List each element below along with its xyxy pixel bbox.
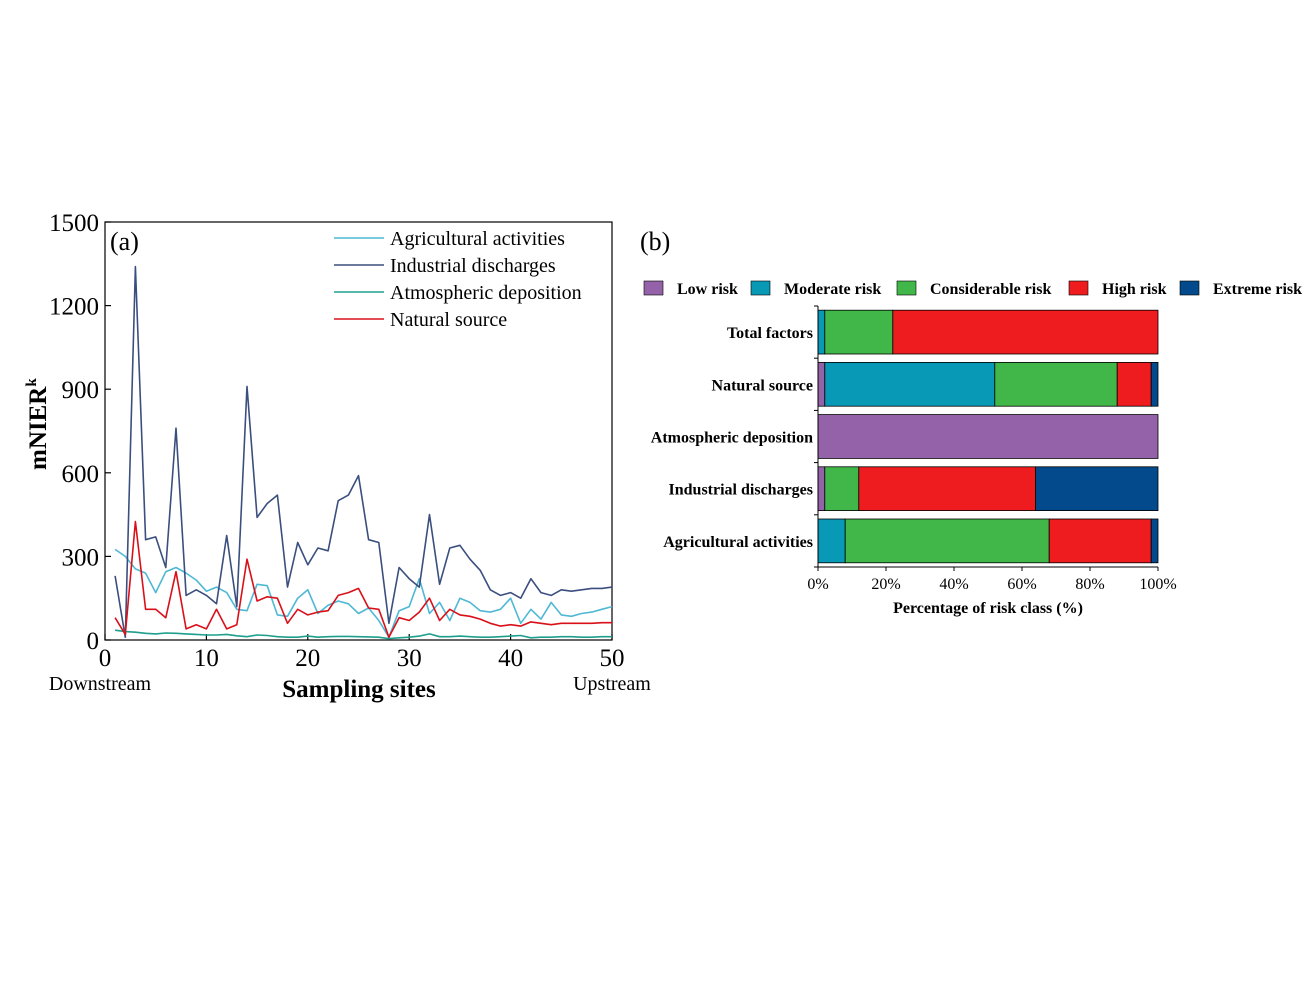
y-tick-label: 600 <box>62 461 100 488</box>
legend-label: Industrial discharges <box>390 255 556 277</box>
y-axis-title: mNIERk <box>24 378 52 470</box>
y-tick-label: 900 <box>62 377 100 404</box>
bar-segment <box>817 466 826 511</box>
y-tick-label: 1200 <box>49 294 99 321</box>
series-line <box>114 548 613 639</box>
x-tick-label: 0 <box>99 645 112 672</box>
legend-label: Moderate risk <box>784 281 881 298</box>
x-tick-label: 20% <box>871 576 900 593</box>
x-tick-label: 100% <box>1139 576 1176 593</box>
x-tick-label: 20 <box>295 645 320 672</box>
series-line <box>114 265 613 639</box>
legend-label: Low risk <box>677 281 738 298</box>
y-tick-label: 1500 <box>49 210 99 237</box>
bar-segment <box>1048 518 1152 564</box>
bar-series-group: Total factors Natural source Atmospheric d… <box>651 309 1159 564</box>
legend-swatch <box>1179 280 1200 296</box>
bar-segment <box>1116 361 1152 407</box>
axes: 0% 20% 40% 60% 80% 100% <box>807 305 1177 593</box>
category-label: Agricultural activities <box>663 534 813 551</box>
y-tick-label: 0 <box>87 628 100 655</box>
x-axis-title: Percentage of risk class (%) <box>893 600 1083 617</box>
bar-segment <box>824 361 996 407</box>
bar-segment <box>824 309 894 355</box>
line-series-group <box>114 265 613 640</box>
bar-segment <box>1035 466 1159 511</box>
bar-segment <box>817 309 826 355</box>
upstream-note: Upstream <box>573 673 651 695</box>
x-axis-title: Sampling sites <box>282 676 436 703</box>
series-line <box>114 629 612 640</box>
legend-label: High risk <box>1102 281 1167 298</box>
x-tick-label: 40% <box>939 576 968 593</box>
panel-label: (a) <box>110 227 139 256</box>
series-line <box>114 520 612 639</box>
x-tick-label: 0% <box>807 576 828 593</box>
category-label: Total factors <box>727 325 813 342</box>
bar-segment <box>994 361 1118 407</box>
legend-swatch <box>750 280 771 296</box>
category-label: Industrial discharges <box>669 482 813 499</box>
bar-segment <box>817 414 1159 459</box>
y-tick-label: 300 <box>62 544 100 571</box>
category-label: Natural source <box>712 377 813 394</box>
bar-segment <box>1150 361 1159 407</box>
bar-segment <box>892 309 1159 355</box>
bar-segment <box>824 466 860 511</box>
downstream-note: Downstream <box>49 673 152 695</box>
bar-segment <box>1150 518 1159 564</box>
bar-segment <box>858 466 1036 511</box>
x-tick-label: 50 <box>600 645 625 672</box>
legend-swatch <box>1068 280 1089 296</box>
panel-label: (b) <box>640 227 670 256</box>
x-tick-label: 30 <box>397 645 422 672</box>
legend-label: Natural source <box>390 309 507 331</box>
stacked-bar-chart-panel: (b) Low risk Moderate risk Considerable ri… <box>640 227 1302 617</box>
bar-segment <box>817 518 846 564</box>
legend-label: Atmospheric deposition <box>390 282 582 304</box>
legend-swatch <box>896 280 917 296</box>
legend: Agricultural activities Industrial discha… <box>334 228 582 331</box>
plot-area-frame <box>104 221 613 641</box>
y-axis: 0 300 600 900 1200 1500 <box>49 210 111 655</box>
legend-label: Agricultural activities <box>390 228 565 250</box>
category-label: Atmospheric deposition <box>651 430 813 447</box>
legend-swatch <box>643 280 664 296</box>
legend-label: Extreme risk <box>1213 281 1302 298</box>
x-axis: 0 10 20 30 40 50 <box>99 634 625 672</box>
x-tick-label: 10 <box>194 645 219 672</box>
legend-label: Considerable risk <box>930 281 1051 298</box>
bar-segment <box>817 361 826 407</box>
legend: Low risk Moderate risk Considerable risk Hi… <box>643 280 1302 298</box>
x-tick-label: 40 <box>498 645 523 672</box>
bar-segment <box>844 518 1050 564</box>
x-tick-label: 80% <box>1075 576 1104 593</box>
x-tick-label: 60% <box>1007 576 1036 593</box>
line-chart-panel: (a) 0 300 600 900 1200 1500 0 10 20 30 40 50 Agric… <box>24 210 651 703</box>
